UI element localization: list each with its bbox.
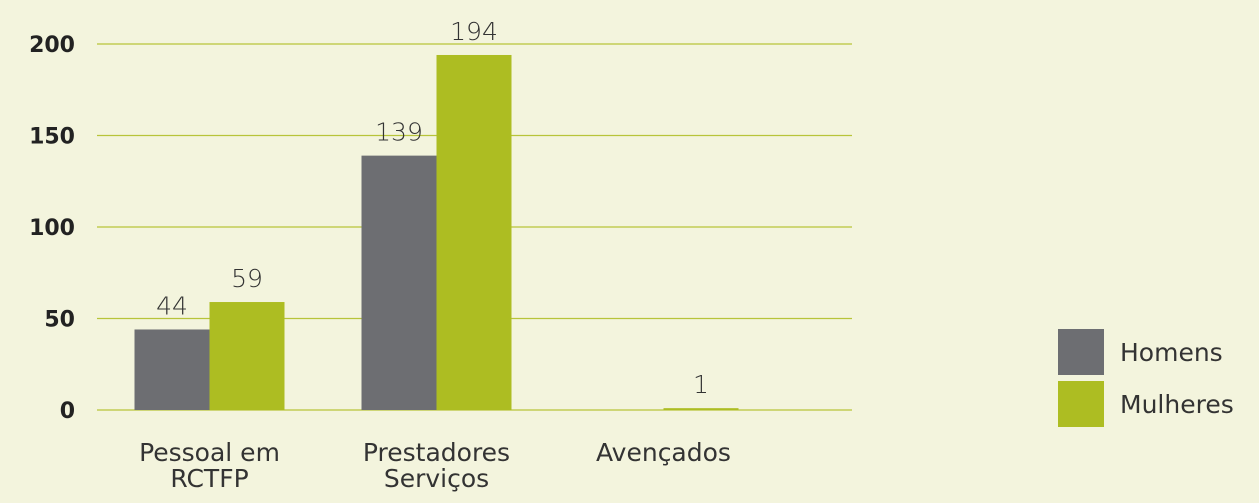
y-tick-label: 0 [60,399,75,424]
y-tick-label: 200 [29,33,75,58]
value-label: 1 [693,370,709,399]
bar [134,329,210,410]
y-tick-label: 100 [29,216,75,241]
value-label: 44 [156,291,188,320]
value-label: 139 [375,118,423,147]
bar [663,408,739,410]
legend-swatch [1058,329,1104,375]
legend-label: Homens [1120,338,1223,367]
value-label: 59 [231,264,263,293]
bar [436,54,512,410]
y-tick-label: 50 [44,308,75,333]
legend-swatch [1058,381,1104,427]
x-tick-label: Avençados [596,438,731,467]
y-tick-label: 150 [29,125,75,150]
bar [361,155,437,410]
x-tick-label: Pessoal em RCTFP [139,438,280,493]
bar [209,302,285,410]
value-label: 194 [450,17,498,46]
x-tick-label: Prestadores Serviços [362,438,511,493]
legend-label: Mulheres [1120,390,1234,419]
